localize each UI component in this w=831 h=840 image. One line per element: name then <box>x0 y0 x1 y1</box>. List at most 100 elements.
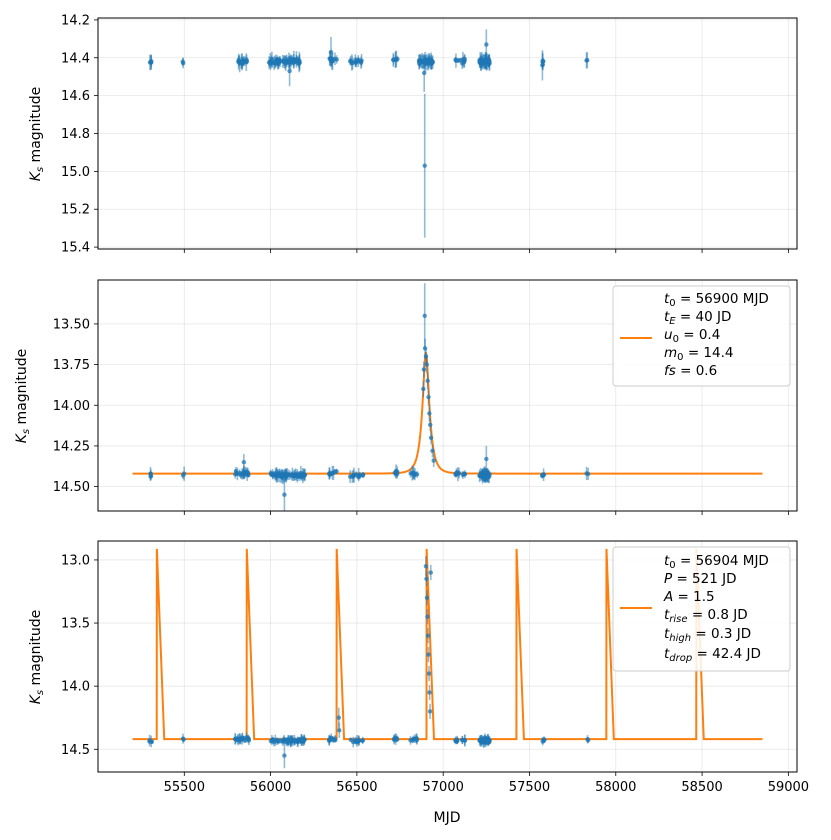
panel-bottom-legend: t0 = 56904 MJD P = 521 JD A = 1.5 trise … <box>612 546 791 672</box>
data-point <box>430 448 435 454</box>
data-point <box>289 473 295 478</box>
legend-t0: t0 = 56904 MJD <box>664 553 769 571</box>
data-point <box>484 456 489 462</box>
data-point <box>540 63 545 68</box>
data-point <box>350 60 355 66</box>
y-tick-label: 13.75 <box>53 358 90 373</box>
data-point <box>360 473 366 478</box>
data-point <box>428 422 433 427</box>
data-point <box>181 60 186 66</box>
data-point <box>412 471 417 476</box>
data-point <box>426 671 432 676</box>
data-point <box>425 614 430 619</box>
data-point <box>275 739 281 744</box>
legend-fs: fs = 0.6 <box>664 363 717 379</box>
y-tick-label: 15.2 <box>61 203 90 218</box>
y-tick-label: 14.00 <box>53 399 90 414</box>
y-tick-label: 14.50 <box>53 480 90 495</box>
data-point <box>423 564 429 569</box>
data-point <box>421 367 427 372</box>
data-point <box>424 576 429 582</box>
data-point <box>455 58 461 63</box>
legend-P: P = 521 JD <box>664 571 737 587</box>
data-point <box>584 58 589 63</box>
panel-middle-legend: t0 = 56900 MJD tE = 40 JD u0 = 0.4 m0 = … <box>612 285 791 387</box>
data-point <box>282 753 287 758</box>
legend-m0: m0 = 14.4 <box>664 345 733 363</box>
legend-A: A = 1.5 <box>663 589 715 605</box>
data-point <box>284 473 290 478</box>
panel-middle-frame <box>97 279 798 512</box>
data-point <box>281 737 287 742</box>
data-point <box>329 737 335 742</box>
data-point <box>272 60 278 66</box>
data-point <box>336 715 341 720</box>
data-point <box>328 49 334 55</box>
y-tick-label: 15.0 <box>61 165 90 180</box>
data-point <box>290 59 295 65</box>
data-point <box>454 470 460 475</box>
data-point <box>427 411 432 416</box>
data-point <box>282 492 287 497</box>
data-point <box>422 70 427 76</box>
data-point <box>391 57 396 62</box>
data-point <box>453 738 458 743</box>
data-point <box>461 471 467 477</box>
data-point <box>302 472 307 477</box>
legend-tE: tE = 40 JD <box>664 309 731 327</box>
y-tick-label: 14.25 <box>53 439 90 454</box>
x-tick-label: 56000 <box>250 780 291 795</box>
y-tick-label: 13.50 <box>53 317 90 332</box>
y-tick-label: 14.5 <box>61 743 90 758</box>
data-point <box>234 737 239 742</box>
y-tick-label: 14.4 <box>61 51 90 66</box>
data-point <box>272 472 278 478</box>
data-point <box>277 59 283 64</box>
data-point <box>180 473 186 478</box>
data-point <box>427 690 432 695</box>
data-point <box>180 736 186 741</box>
panel-bottom: 55500 56000 56500 57000 57500 58000 58500 59000… <box>28 540 809 795</box>
panel-bottom-frame <box>97 540 798 773</box>
data-point <box>297 60 302 65</box>
data-point <box>421 386 426 392</box>
data-point <box>394 470 399 475</box>
y-tick-label: 14.8 <box>61 127 90 142</box>
data-point <box>461 59 467 65</box>
panel-top: 14.2 14.4 14.6 14.8 15.0 15.2 15.4 Ks magnitud… <box>28 13 798 256</box>
data-point <box>410 737 415 743</box>
data-point <box>425 378 430 384</box>
x-tick-label: 58000 <box>595 780 636 795</box>
legend-t-high: thigh = 0.3 JD <box>664 626 751 644</box>
data-point <box>241 459 247 465</box>
data-point <box>268 59 273 64</box>
x-axis-label: MJD <box>434 810 461 826</box>
data-point <box>283 59 288 64</box>
data-point <box>585 737 591 743</box>
data-point <box>147 60 153 65</box>
data-point <box>354 738 360 743</box>
x-tick-label: 59000 <box>768 780 809 795</box>
data-point <box>301 737 307 743</box>
data-point <box>327 472 332 477</box>
data-point <box>332 56 338 62</box>
data-point <box>426 394 431 400</box>
data-point <box>351 739 356 745</box>
panel-top-ylabel: Ks magnitude <box>28 87 46 182</box>
y-tick-label: 13.0 <box>61 553 90 568</box>
data-point <box>541 472 546 477</box>
data-point <box>287 68 292 74</box>
y-tick-label: 14.0 <box>61 680 90 695</box>
data-point <box>414 736 419 741</box>
data-point <box>478 61 484 66</box>
data-point <box>240 471 245 477</box>
model-curve <box>132 548 763 741</box>
data-point <box>279 474 284 479</box>
legend-t0: t0 = 56900 MJD <box>664 291 769 309</box>
data-point <box>478 471 483 476</box>
data-point <box>237 736 242 741</box>
data-point <box>356 58 361 64</box>
data-point <box>337 728 342 733</box>
x-tick-label: 57000 <box>423 780 464 795</box>
